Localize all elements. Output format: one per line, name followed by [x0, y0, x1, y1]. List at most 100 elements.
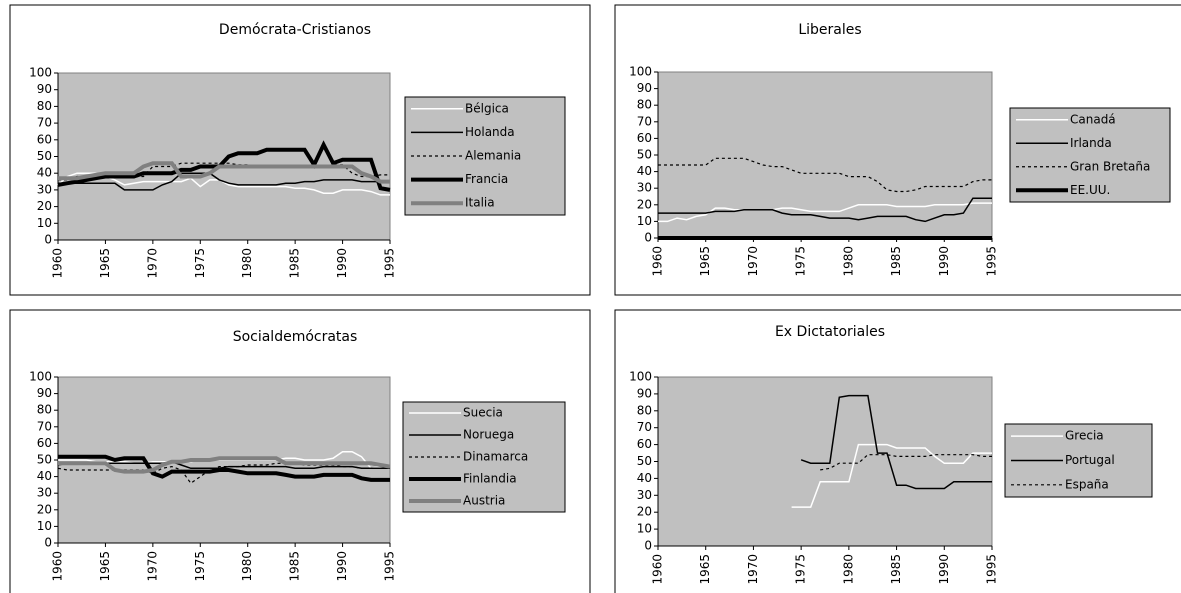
- y-tick-label: 40: [37, 469, 52, 483]
- x-tick-label: 1995: [383, 551, 397, 582]
- y-tick-label: 60: [637, 437, 652, 451]
- series-line: [791, 443, 992, 508]
- series-line: [58, 172, 390, 191]
- x-tick-label: 1980: [841, 554, 855, 585]
- y-tick-label: 0: [644, 231, 652, 245]
- y-tick-label: 0: [44, 233, 52, 247]
- x-tick-label: 1960: [51, 248, 65, 279]
- y-tick-label: 20: [637, 197, 652, 211]
- y-tick-label: 50: [37, 453, 52, 467]
- y-tick-label: 30: [37, 182, 52, 196]
- y-tick-label: 80: [37, 99, 52, 113]
- y-tick-label: 70: [37, 419, 52, 433]
- x-tick-label: 1985: [889, 246, 903, 277]
- y-tick-label: 60: [637, 131, 652, 145]
- x-tick-label: 1985: [288, 248, 302, 279]
- x-tick-label: 1975: [193, 248, 207, 279]
- y-tick-label: 40: [637, 471, 652, 485]
- legend-label: Suecia: [463, 406, 503, 420]
- y-tick-label: 70: [637, 114, 652, 128]
- series-line: [57, 140, 391, 192]
- y-tick-label: 20: [37, 199, 52, 213]
- y-tick-label: 60: [37, 436, 52, 450]
- x-tick-label: 1990: [937, 554, 951, 585]
- y-tick-label: 90: [637, 386, 652, 400]
- legend-label: España: [1065, 477, 1109, 491]
- series-line: [800, 394, 992, 490]
- y-tick-label: 100: [29, 370, 52, 384]
- y-tick-label: 90: [37, 82, 52, 96]
- legend-label: Grecia: [1065, 429, 1104, 443]
- x-tick-label: 1985: [288, 551, 302, 582]
- y-tick-label: 90: [637, 81, 652, 95]
- legend-label: EE.UU.: [1070, 183, 1110, 197]
- x-tick-label: 1960: [651, 246, 665, 277]
- legend-label: Italia: [465, 196, 495, 210]
- y-tick-label: 10: [637, 214, 652, 228]
- x-tick-label: 1965: [698, 246, 712, 277]
- series-line: [58, 456, 391, 474]
- legend-label: Austria: [463, 494, 505, 508]
- y-tick-label: 30: [637, 488, 652, 502]
- legend-label: Dinamarca: [463, 450, 528, 464]
- legend-label: Canadá: [1070, 112, 1116, 126]
- y-tick-label: 40: [637, 164, 652, 178]
- series-line: [820, 454, 992, 471]
- x-tick-label: 1970: [145, 248, 159, 279]
- x-tick-label: 1985: [889, 554, 903, 585]
- y-tick-label: 100: [29, 66, 52, 80]
- chart-title: Socialdemócratas: [233, 329, 358, 345]
- chart-title: Ex Dictatoriales: [775, 324, 885, 340]
- y-tick-label: 0: [44, 536, 52, 550]
- x-tick-label: 1975: [794, 246, 808, 277]
- y-tick-label: 50: [37, 149, 52, 163]
- y-tick-label: 30: [37, 486, 52, 500]
- series-line: [658, 202, 992, 223]
- x-tick-label: 1975: [193, 551, 207, 582]
- x-tick-label: 1995: [985, 246, 999, 277]
- x-tick-label: 1995: [383, 248, 397, 279]
- x-tick-label: 1980: [841, 246, 855, 277]
- y-tick-label: 90: [37, 386, 52, 400]
- legend-label: Portugal: [1065, 453, 1115, 467]
- legend-label: Bélgica: [465, 101, 509, 115]
- y-tick-label: 10: [637, 522, 652, 536]
- x-tick-label: 1980: [240, 248, 254, 279]
- x-tick-label: 1970: [746, 246, 760, 277]
- y-tick-label: 50: [637, 148, 652, 162]
- series-line: [57, 460, 390, 470]
- series-line: [58, 161, 390, 184]
- y-tick-label: 10: [37, 216, 52, 230]
- legend-label: Holanda: [465, 125, 515, 139]
- y-tick-label: 0: [644, 539, 652, 553]
- y-tick-label: 100: [629, 370, 652, 384]
- y-tick-label: 80: [37, 403, 52, 417]
- chart-title: Demócrata-Cristianos: [219, 22, 371, 38]
- legend-label: Noruega: [463, 428, 514, 442]
- y-tick-label: 60: [37, 132, 52, 146]
- series-line: [658, 157, 992, 193]
- legend-label: Gran Bretaña: [1070, 159, 1150, 173]
- x-tick-label: 1990: [937, 246, 951, 277]
- x-tick-label: 1980: [240, 551, 254, 582]
- y-tick-label: 20: [637, 505, 652, 519]
- y-tick-label: 80: [637, 403, 652, 417]
- x-tick-label: 1965: [98, 248, 112, 279]
- legend-box: [1009, 107, 1171, 203]
- y-tick-label: 20: [37, 502, 52, 516]
- x-tick-label: 1990: [335, 551, 349, 582]
- legend-label: Francia: [465, 172, 508, 186]
- x-tick-label: 1970: [145, 551, 159, 582]
- series-line: [58, 454, 390, 482]
- x-tick-label: 1970: [746, 554, 760, 585]
- y-tick-label: 80: [637, 98, 652, 112]
- legend-label: Alemania: [465, 149, 521, 163]
- chart-title: Liberales: [798, 22, 861, 38]
- x-tick-label: 1990: [335, 248, 349, 279]
- y-tick-label: 70: [37, 116, 52, 130]
- plot-area: [57, 72, 391, 241]
- x-tick-label: 1960: [51, 551, 65, 582]
- x-tick-label: 1965: [698, 554, 712, 585]
- y-tick-label: 100: [629, 65, 652, 79]
